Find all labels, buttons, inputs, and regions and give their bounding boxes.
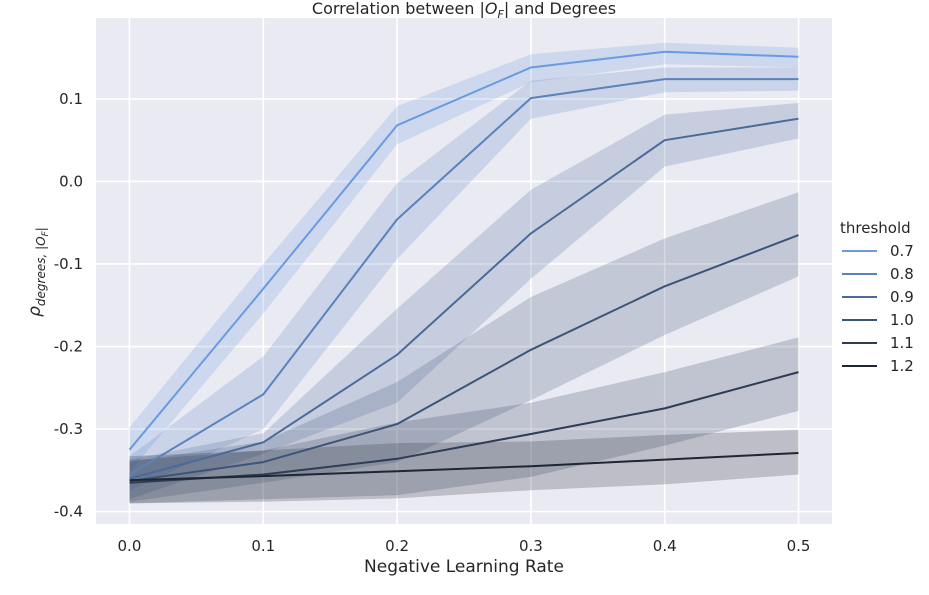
- legend-label-1.0: 1.0: [890, 311, 914, 329]
- y-tick-label: 0.1: [59, 90, 83, 108]
- confidence-band-1.1: [129, 337, 799, 504]
- legend-title: threshold: [840, 219, 911, 237]
- series-line-0.7: [128, 50, 799, 451]
- chart-title: Correlation between |OF| and Degrees: [312, 0, 616, 21]
- legend-label-1.1: 1.1: [890, 334, 914, 352]
- x-axis-title: Negative Learning Rate: [364, 557, 564, 577]
- x-tick-label: 0.4: [653, 537, 677, 555]
- confidence-band-1.2: [129, 429, 799, 504]
- x-tick-label: 0.2: [385, 537, 409, 555]
- legend: threshold 0.7 0.8 0.9 1.0 1.1 1.2: [840, 219, 914, 375]
- series-lines: [128, 50, 799, 484]
- y-tick-label: -0.2: [54, 338, 83, 356]
- legend-label-1.2: 1.2: [890, 357, 914, 375]
- tick-labels: 0.0 0.1 0.2 0.3 0.4 0.5 0.1 0.0 -0.1 -0.2 -0.3 -0.4: [54, 90, 811, 555]
- series-line-1.2: [129, 452, 799, 482]
- x-tick-label: 0.1: [251, 537, 275, 555]
- confidence-band-0.8: [129, 67, 799, 491]
- confidence-band-1.0: [129, 192, 799, 502]
- y-tick-label: -0.1: [54, 255, 83, 273]
- x-tick-label: 0.5: [787, 537, 811, 555]
- y-tick-label: 0.0: [59, 172, 83, 190]
- series-line-0.9: [129, 117, 799, 480]
- plot-area: [96, 18, 832, 524]
- series-line-0.8: [128, 78, 799, 476]
- legend-label-0.8: 0.8: [890, 265, 914, 283]
- x-tick-label: 0.3: [519, 537, 543, 555]
- legend-label-0.9: 0.9: [890, 288, 914, 306]
- legend-label-0.7: 0.7: [890, 242, 914, 260]
- series-line-1.0: [129, 234, 799, 483]
- grid: [96, 18, 832, 524]
- x-tick-label: 0.0: [118, 537, 142, 555]
- y-axis-title: ρdegrees, |OF|: [25, 227, 51, 317]
- confidence-bands: [129, 42, 799, 504]
- y-tick-label: -0.3: [54, 420, 83, 438]
- confidence-band-0.9: [129, 103, 799, 500]
- y-tick-label: -0.4: [54, 503, 83, 521]
